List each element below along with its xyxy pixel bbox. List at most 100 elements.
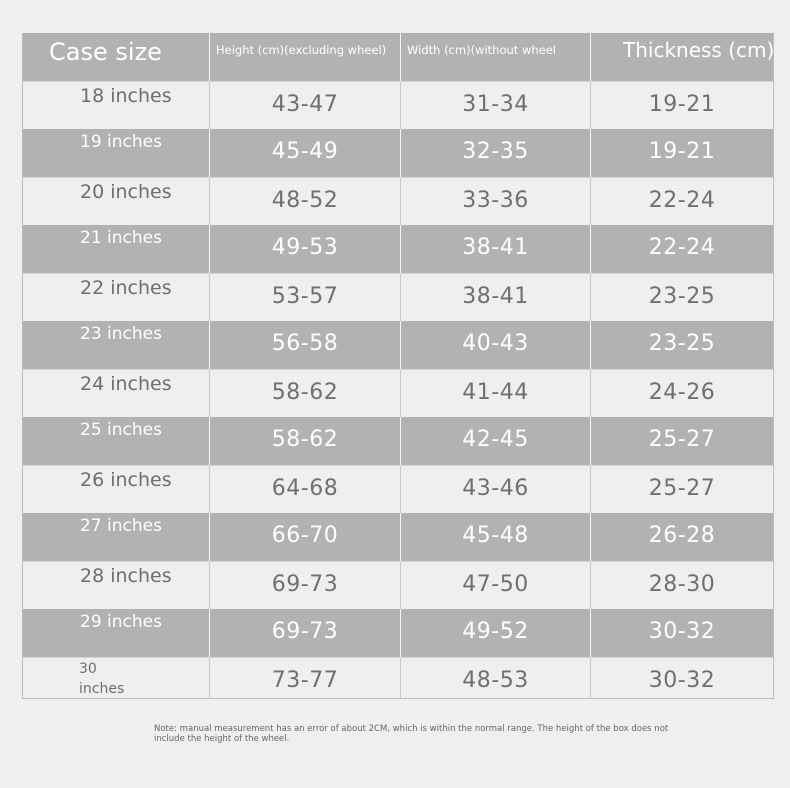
thickness-value: 25-27	[648, 476, 716, 501]
width-value: 32-35	[462, 139, 529, 164]
width-value: 31-34	[462, 92, 529, 117]
thickness-value: 28-30	[648, 572, 716, 597]
measurement-note: Note: manual measurement has an error of…	[154, 724, 669, 744]
thickness-cell: 19-21	[591, 129, 773, 177]
height-value: 49-53	[271, 235, 339, 260]
thickness-value: 22-24	[648, 235, 716, 260]
thickness-cell: 25-27	[591, 417, 773, 465]
width-value: 41-44	[462, 380, 529, 405]
height-value: 64-68	[271, 476, 339, 501]
height-cell: 73-77	[210, 658, 401, 698]
height-value: 69-73	[271, 619, 339, 644]
width-cell: 32-35	[401, 129, 591, 177]
thickness-cell: 25-27	[591, 466, 773, 513]
size-label: 30 inches	[79, 661, 125, 697]
width-value: 48-53	[462, 668, 529, 693]
size-cell: 26 inches	[23, 466, 210, 513]
header-label: Case size	[49, 38, 162, 66]
height-cell: 48-52	[210, 178, 401, 225]
size-cell: 22 inches	[23, 274, 210, 321]
width-value: 33-36	[462, 188, 529, 213]
table-header-row: Case size Height (cm)(excluding wheel) W…	[23, 33, 775, 81]
thickness-value: 25-27	[648, 427, 716, 452]
size-cell: 25 inches	[23, 417, 210, 465]
size-cell: 30 inches	[23, 658, 210, 698]
thickness-cell: 30-32	[591, 609, 773, 657]
width-value: 38-41	[462, 235, 529, 260]
height-value: 69-73	[271, 572, 339, 597]
thickness-cell: 30-32	[591, 658, 773, 698]
height-cell: 45-49	[210, 129, 401, 177]
thickness-cell: 22-24	[591, 178, 773, 225]
size-cell: 19 inches	[23, 129, 210, 177]
width-cell: 33-36	[401, 178, 591, 225]
height-cell: 58-62	[210, 417, 401, 465]
size-cell: 24 inches	[23, 370, 210, 417]
width-cell: 47-50	[401, 562, 591, 609]
width-value: 40-43	[462, 331, 529, 356]
height-cell: 49-53	[210, 225, 401, 273]
width-cell: 40-43	[401, 321, 591, 369]
height-value: 73-77	[271, 668, 339, 693]
size-cell: 28 inches	[23, 562, 210, 609]
width-cell: 42-45	[401, 417, 591, 465]
table-row: 28 inches 69-73 47-50 28-30	[23, 561, 773, 609]
header-case-size: Case size	[23, 33, 210, 81]
header-label: Thickness (cm)	[623, 38, 775, 62]
size-label: 18 inches	[80, 85, 172, 107]
table-row: 29 inches 69-73 49-52 30-32	[23, 609, 773, 657]
thickness-cell: 23-25	[591, 321, 773, 369]
thickness-value: 30-32	[648, 619, 716, 644]
table-row: 24 inches 58-62 41-44 24-26	[23, 369, 773, 417]
size-label: 24 inches	[80, 373, 172, 395]
height-value: 43-47	[271, 92, 339, 117]
size-cell: 27 inches	[23, 513, 210, 561]
width-value: 43-46	[462, 476, 529, 501]
size-cell: 23 inches	[23, 321, 210, 369]
width-value: 49-52	[462, 619, 529, 644]
size-label: 20 inches	[80, 181, 172, 203]
table-row: 23 inches 56-58 40-43 23-25	[23, 321, 773, 369]
size-label: 28 inches	[80, 565, 172, 587]
width-cell: 38-41	[401, 225, 591, 273]
width-value: 42-45	[462, 427, 529, 452]
header-label: Height (cm)(excluding wheel)	[216, 43, 387, 57]
height-value: 66-70	[271, 523, 339, 548]
thickness-value: 23-25	[648, 284, 716, 309]
thickness-value: 24-26	[648, 380, 716, 405]
size-cell: 29 inches	[23, 609, 210, 657]
table-row: 26 inches 64-68 43-46 25-27	[23, 465, 773, 513]
width-value: 47-50	[462, 572, 529, 597]
thickness-cell: 23-25	[591, 274, 773, 321]
height-cell: 69-73	[210, 609, 401, 657]
size-label: 26 inches	[80, 469, 172, 491]
width-value: 45-48	[462, 523, 529, 548]
width-cell: 31-34	[401, 82, 591, 129]
header-height: Height (cm)(excluding wheel)	[210, 33, 401, 81]
height-value: 56-58	[271, 331, 339, 356]
size-label: 29 inches	[80, 612, 162, 632]
thickness-value: 22-24	[648, 188, 716, 213]
size-cell: 21 inches	[23, 225, 210, 273]
height-cell: 64-68	[210, 466, 401, 513]
height-value: 58-62	[271, 380, 339, 405]
header-width: Width (cm)(without wheel	[401, 33, 591, 81]
width-value: 38-41	[462, 284, 529, 309]
table-row: 21 inches 49-53 38-41 22-24	[23, 225, 773, 273]
size-label: 22 inches	[80, 277, 172, 299]
thickness-cell: 22-24	[591, 225, 773, 273]
height-cell: 43-47	[210, 82, 401, 129]
thickness-cell: 26-28	[591, 513, 773, 561]
table-row: 27 inches 66-70 45-48 26-28	[23, 513, 773, 561]
size-label: 27 inches	[80, 516, 162, 536]
luggage-size-table: Case size Height (cm)(excluding wheel) W…	[22, 33, 774, 699]
height-cell: 58-62	[210, 370, 401, 417]
size-cell: 18 inches	[23, 82, 210, 129]
size-label: 19 inches	[80, 132, 162, 152]
size-label: 23 inches	[80, 324, 162, 344]
table-row: 30 inches 73-77 48-53 30-32	[23, 657, 773, 698]
height-value: 48-52	[271, 188, 339, 213]
height-cell: 56-58	[210, 321, 401, 369]
header-label: Width (cm)(without wheel	[407, 43, 556, 57]
table-row: 25 inches 58-62 42-45 25-27	[23, 417, 773, 465]
